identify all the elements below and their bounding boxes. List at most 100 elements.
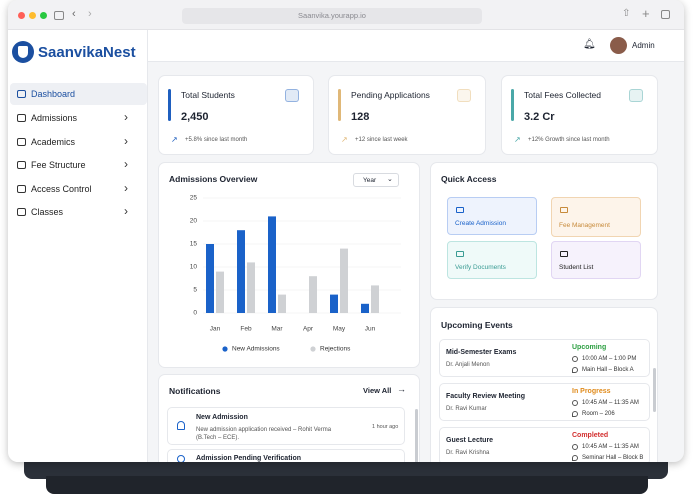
user-name[interactable]: Admin xyxy=(632,41,655,50)
nav-label: Academics xyxy=(31,137,76,147)
quick-access-icon xyxy=(560,207,568,213)
close-dot[interactable] xyxy=(18,12,25,19)
nav-item[interactable]: Access Control › xyxy=(10,178,147,200)
stat-icon xyxy=(457,89,471,102)
stat-value: 128 xyxy=(351,111,370,123)
quick-access-card: Quick Access Create Admission Fee Manageme… xyxy=(430,162,658,300)
notification-bell[interactable]: 🔔︎ xyxy=(583,39,596,50)
chart-card: Admissions Overview Year ⌄ 0 5 10 15 20 25 Jan Feb… xyxy=(158,162,420,368)
view-all-arrow: → xyxy=(397,384,406,394)
event-place: Main Hall – Block A xyxy=(582,367,634,373)
legend-swatch xyxy=(222,346,228,352)
logo-shield xyxy=(18,46,28,58)
clock-icon xyxy=(572,443,578,450)
nav-item[interactable]: Dashboard xyxy=(10,83,147,105)
nav-item[interactable]: Admissions › xyxy=(10,107,147,129)
quick-access-item[interactable]: Create Admission xyxy=(447,197,537,235)
bar xyxy=(278,294,286,313)
quick-access-icon xyxy=(456,251,464,257)
dropdown-label: Year xyxy=(363,176,377,184)
stat-title: Total Students xyxy=(181,90,235,100)
nav-label: Classes xyxy=(31,207,64,217)
legend-swatch xyxy=(310,346,316,352)
notification-time: 1 hour ago xyxy=(372,424,399,430)
bar-chart: 0 5 10 15 20 25 Jan Feb Mar Apr May Jun New Admissio… xyxy=(190,195,401,353)
event-item[interactable]: Guest Lecture Dr. Ravi Krishna Completed 10… xyxy=(439,427,650,462)
x-tick-label: Mar xyxy=(271,326,283,333)
share-button[interactable]: ⇧ xyxy=(622,8,631,19)
events-card: Upcoming Events Mid-Semester Exams Dr. Anj… xyxy=(430,307,658,462)
nav-icon xyxy=(17,161,26,169)
nav-item[interactable]: Classes › xyxy=(10,201,147,223)
view-all-link[interactable]: View All xyxy=(363,386,392,395)
url: Saanvika.yourapp.io xyxy=(298,11,366,20)
bar xyxy=(340,248,348,313)
back-button[interactable]: ‹ xyxy=(72,8,76,20)
stat-title: Total Fees Collected xyxy=(524,90,602,100)
quick-access-item[interactable]: Verify Documents xyxy=(447,241,537,279)
event-item[interactable]: Mid-Semester Exams Dr. Anjali Menon Upcomi… xyxy=(439,339,650,377)
stat-card: Total Students 2,450 ↗ +5.8% since last mon… xyxy=(158,75,314,155)
y-tick-label: 0 xyxy=(193,310,197,317)
event-item[interactable]: Faculty Review Meeting Dr. Ravi Kumar In P… xyxy=(439,383,650,421)
quick-access-label: Create Admission xyxy=(455,220,506,227)
notification-item[interactable]: New Admission New admission application r… xyxy=(167,407,405,445)
year-dropdown[interactable]: Year ⌄ xyxy=(353,173,399,187)
nav-label: Admissions xyxy=(31,113,78,123)
event-host: Dr. Ravi Krishna xyxy=(446,450,490,456)
quick-access-label: Fee Management xyxy=(559,222,610,229)
stat-title: Pending Applications xyxy=(351,90,430,100)
stat-note: +12 since last week xyxy=(355,137,408,143)
scrollbar xyxy=(415,409,418,462)
quick-access-icon xyxy=(560,251,568,257)
trend-arrow: ↗ xyxy=(341,135,348,144)
nav-chevron: › xyxy=(124,204,128,218)
x-tick-label: Jun xyxy=(365,326,376,333)
y-tick-label: 20 xyxy=(190,218,198,225)
event-time: 10:45 AM – 11:35 AM xyxy=(582,400,639,406)
bar xyxy=(247,262,255,313)
quick-access-label: Verify Documents xyxy=(455,264,506,271)
stat-note: +5.8% since last month xyxy=(185,137,248,143)
legend-label: New Admissions xyxy=(232,346,280,353)
event-time: 10:45 AM – 11:35 AM xyxy=(582,444,639,450)
bar xyxy=(361,303,369,313)
nav-item[interactable]: Academics › xyxy=(10,131,147,153)
chart-title: Admissions Overview xyxy=(169,174,258,184)
quick-access-icon xyxy=(456,207,464,213)
notification-icon xyxy=(177,421,185,430)
trend-arrow: ↗ xyxy=(171,135,178,144)
stat-icon xyxy=(629,89,643,102)
maximize-dot[interactable] xyxy=(40,12,47,19)
event-place: Seminar Hall – Block B xyxy=(582,455,644,461)
bar xyxy=(216,271,224,313)
stat-card: Pending Applications 128 ↗ +12 since last w… xyxy=(328,75,486,155)
quick-access-item[interactable]: Fee Management xyxy=(551,197,641,237)
notification-title: New Admission xyxy=(196,414,248,421)
dropdown-caret: ⌄ xyxy=(387,176,393,183)
nav-item[interactable]: Fee Structure › xyxy=(10,154,147,176)
stat-accent xyxy=(168,89,171,121)
address-bar[interactable]: Saanvika.yourapp.io xyxy=(182,8,482,24)
pin-icon xyxy=(572,454,578,461)
notification-text: New admission application received – Roh… xyxy=(196,427,332,441)
quick-access-item[interactable]: Student List xyxy=(551,241,641,279)
new-tab-button[interactable]: + xyxy=(642,6,650,21)
sidebar: SaanvikaNest Dashboard Admissions › Academi… xyxy=(8,30,148,462)
sidebar-toggle[interactable] xyxy=(54,11,64,20)
nav-icon xyxy=(17,185,26,193)
nav-label: Access Control xyxy=(31,184,92,194)
stat-note: +12% Growth since last month xyxy=(528,137,610,143)
stat-value: 3.2 Cr xyxy=(524,111,555,123)
event-name: Faculty Review Meeting xyxy=(446,393,525,400)
event-name: Guest Lecture xyxy=(446,437,494,444)
x-tick-label: Jan xyxy=(210,326,221,333)
minimize-dot[interactable] xyxy=(29,12,36,19)
notification-title: Admission Pending Verification xyxy=(196,455,302,462)
nav-chevron: › xyxy=(124,157,128,171)
tabs-button[interactable] xyxy=(661,10,670,19)
notification-item[interactable]: Admission Pending Verification xyxy=(167,449,405,462)
device-stand xyxy=(46,476,648,494)
forward-button[interactable]: › xyxy=(88,8,92,20)
avatar[interactable] xyxy=(610,37,627,54)
